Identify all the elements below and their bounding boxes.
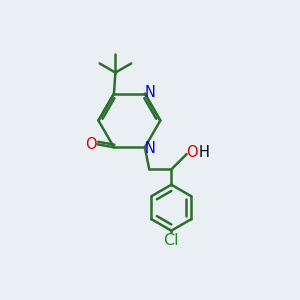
Text: N: N — [145, 141, 156, 156]
Text: O: O — [186, 146, 198, 160]
Text: O: O — [85, 137, 97, 152]
Text: N: N — [145, 85, 156, 100]
Text: Cl: Cl — [164, 233, 179, 248]
Text: H: H — [199, 146, 210, 160]
